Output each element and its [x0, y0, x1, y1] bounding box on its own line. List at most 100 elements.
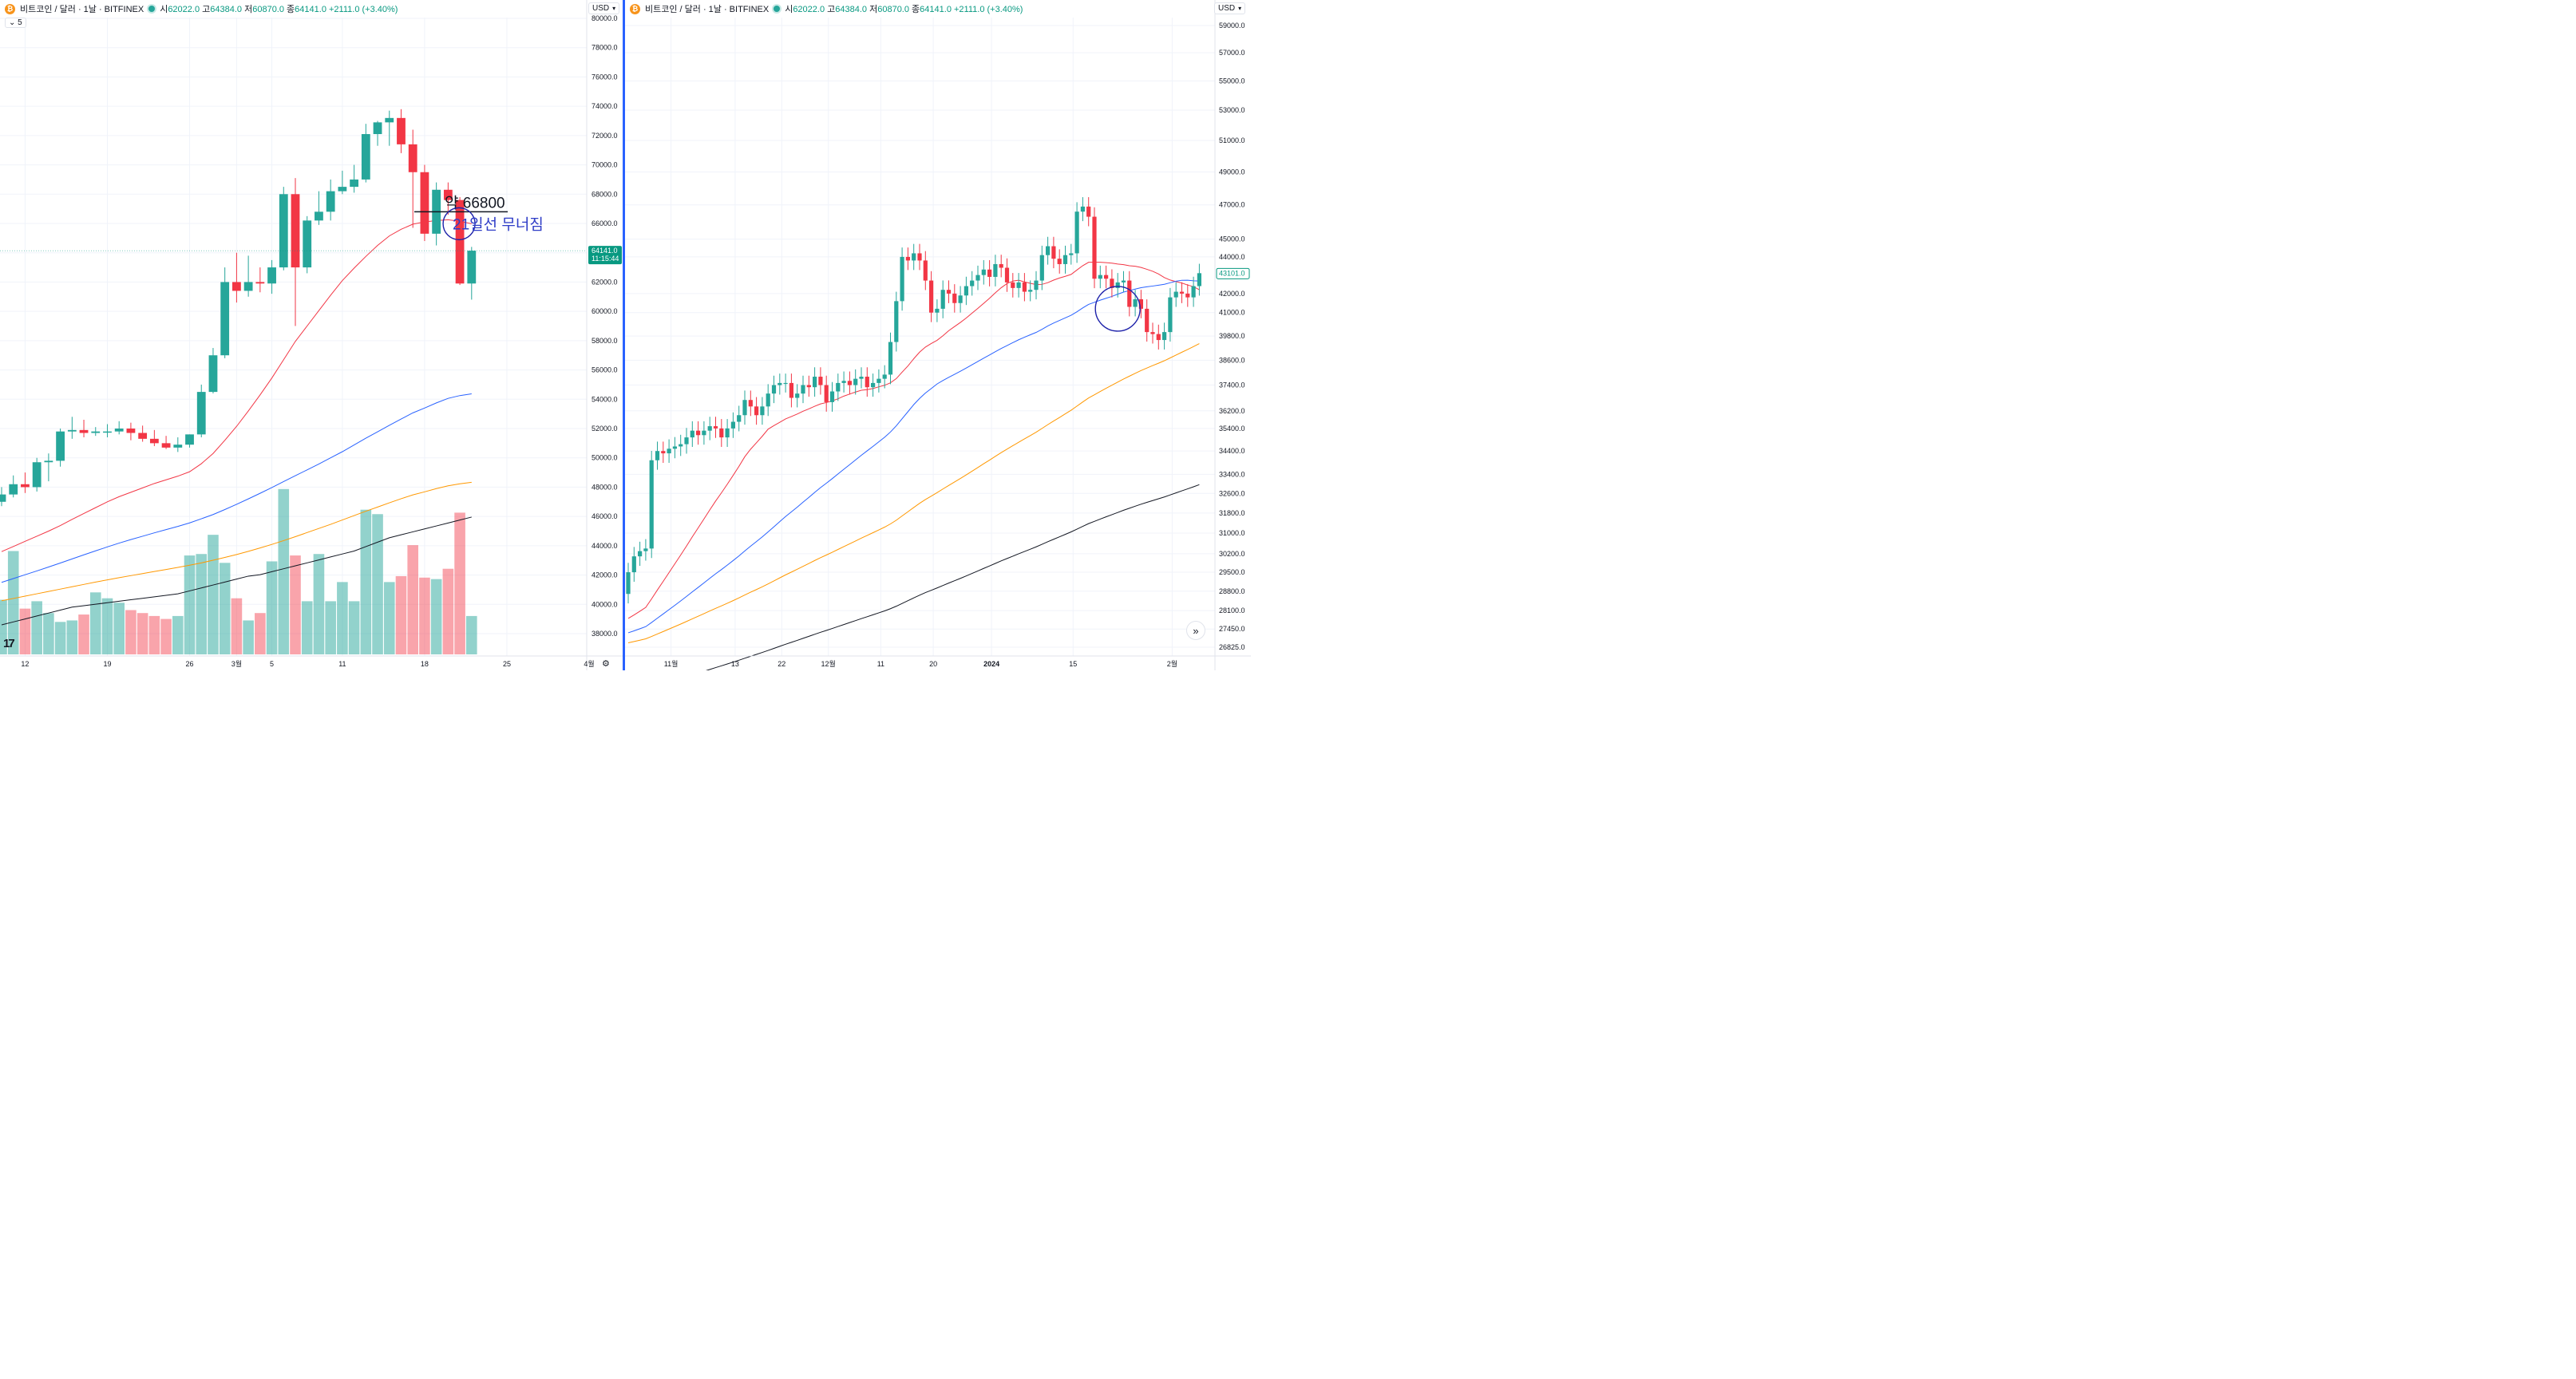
- candle-body: [993, 263, 998, 277]
- candle-body: [631, 556, 636, 573]
- scroll-to-realtime-button[interactable]: »: [1186, 621, 1205, 640]
- candle-body: [1034, 280, 1039, 290]
- candle-body: [91, 431, 101, 433]
- chevron-down-icon: ▾: [1238, 5, 1242, 12]
- candle-body: [865, 377, 869, 388]
- annotation-circle: [442, 207, 476, 241]
- indicator-collapse-button[interactable]: ⌄ 5: [5, 18, 26, 28]
- candle-body: [67, 429, 77, 432]
- candle-body: [1039, 255, 1044, 281]
- price-tick-label: 52000.0: [592, 425, 618, 433]
- volume-bar: [243, 620, 254, 654]
- price-tick-label: 34400.0: [1219, 447, 1245, 455]
- price-tick-label: 48000.0: [592, 483, 618, 491]
- candle-body: [638, 551, 643, 557]
- candle-body: [952, 293, 957, 303]
- volume-bar: [383, 582, 395, 654]
- volume-bar: [148, 615, 160, 654]
- right-chart-pane[interactable]: 59000.0 57000.0 55000.0 53000.0 51000.0 49000…: [625, 0, 1251, 670]
- candle-body: [149, 438, 159, 444]
- volume-bar: [337, 582, 348, 654]
- candle-body: [940, 290, 945, 309]
- volume-bar: [395, 575, 407, 654]
- candle-body: [853, 378, 858, 385]
- candle-body: [373, 122, 382, 135]
- price-tick-label: 66000.0: [592, 219, 618, 227]
- candle-body: [1062, 255, 1068, 264]
- volume-bar: [54, 622, 66, 654]
- candle-body: [737, 415, 742, 422]
- price-tick-label: 53000.0: [1219, 106, 1245, 114]
- price-tick-label: 26825.0: [1219, 643, 1245, 651]
- candle-body: [900, 256, 904, 302]
- candle-body: [795, 393, 800, 398]
- volume-bar: [255, 613, 266, 654]
- price-axis: [1215, 0, 1251, 656]
- candle-body: [196, 392, 206, 435]
- countdown-label: 11:15:44: [592, 255, 619, 263]
- price-tick-label: 36200.0: [1219, 407, 1245, 415]
- ma21-line: [627, 262, 1200, 619]
- time-tick-label: 22: [778, 660, 785, 668]
- price-tick-label: 56000.0: [592, 366, 618, 374]
- candle-body: [847, 381, 852, 385]
- candle-body: [730, 421, 735, 429]
- candle-body: [326, 191, 335, 212]
- price-tick-label: 38000.0: [592, 630, 618, 638]
- candle-body: [350, 179, 358, 188]
- settings-icon[interactable]: ⚙: [602, 659, 610, 669]
- candle-body: [824, 385, 829, 402]
- price-tick-label: 49000.0: [1219, 168, 1245, 176]
- price-tick-label: 55000.0: [1219, 77, 1245, 85]
- candle-body: [1156, 334, 1161, 341]
- time-tick-label: 26: [186, 660, 194, 668]
- ma21-line: [1, 219, 472, 552]
- left-chart-pane[interactable]: 약 66800 21일선 무너짐 80000.0 78000.0 76000.0 7400…: [0, 0, 623, 670]
- candle-body: [1011, 282, 1015, 288]
- candle-body: [1162, 332, 1167, 341]
- candle-body: [408, 144, 417, 172]
- price-axis: [587, 0, 623, 656]
- candle-body: [443, 189, 453, 200]
- volume-bar: [360, 509, 372, 654]
- candle-body: [836, 382, 841, 392]
- chart-workspace: 약 66800 21일선 무너짐 80000.0 78000.0 76000.0 7400…: [0, 0, 1251, 670]
- candle-body: [684, 437, 689, 445]
- candle-body: [1138, 298, 1143, 309]
- candle-body: [742, 400, 747, 416]
- currency-button[interactable]: USD ▾: [1214, 2, 1246, 14]
- ohlc-readout: 시62022.0 고64384.0 저60870.0 종64141.0 +211…: [160, 5, 398, 14]
- candle-body: [21, 484, 30, 488]
- price-tick-label: 35400.0: [1219, 425, 1245, 433]
- market-open-icon: [774, 6, 781, 12]
- tradingview-logo-icon[interactable]: 17: [3, 637, 15, 650]
- candle-body: [707, 426, 712, 431]
- candle-body: [397, 117, 406, 144]
- candle-body: [888, 342, 893, 375]
- candle-body: [32, 462, 42, 488]
- time-tick-label: 13: [731, 660, 739, 668]
- time-tick-label: 2024: [983, 660, 999, 668]
- price-tick-label: 62000.0: [592, 278, 618, 286]
- price-tick-label: 41000.0: [1219, 309, 1245, 317]
- volume-bar: [466, 615, 477, 654]
- candle-body: [1110, 279, 1114, 288]
- price-tick-label: 37400.0: [1219, 381, 1245, 389]
- candle-body: [713, 426, 718, 429]
- ma50-line: [1, 393, 472, 583]
- candle-body: [917, 253, 922, 261]
- time-tick-label: 25: [503, 660, 511, 668]
- volume-bar: [19, 608, 31, 654]
- price-tick-label: 44000.0: [1219, 253, 1245, 261]
- price-tick-label: 76000.0: [592, 73, 618, 81]
- currency-button[interactable]: USD ▾: [588, 2, 620, 14]
- candle-body: [1022, 282, 1027, 292]
- price-tick-label: 59000.0: [1219, 22, 1245, 30]
- candle-body: [771, 385, 777, 394]
- pane-separator[interactable]: [623, 0, 625, 670]
- symbol-title[interactable]: 비트코인 / 달러 · 1날 · BITFINEX: [645, 5, 770, 14]
- right-chart-canvas[interactable]: 59000.0 57000.0 55000.0 53000.0 51000.0 49000…: [625, 0, 1251, 670]
- candle-body: [748, 400, 753, 407]
- symbol-title[interactable]: 비트코인 / 달러 · 1날 · BITFINEX: [20, 5, 144, 14]
